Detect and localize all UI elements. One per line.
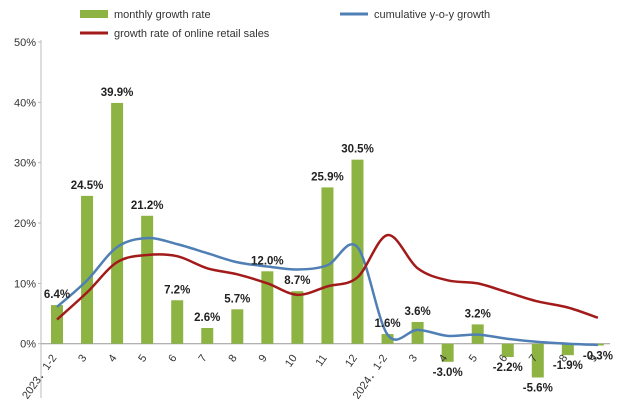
y-tick-label: 10%: [14, 278, 36, 290]
x-tick-label: 6: [166, 353, 179, 365]
bar: [231, 309, 244, 344]
data-label: 30.5%: [341, 144, 374, 156]
data-label: -0.3%: [583, 351, 613, 363]
bar: [381, 334, 394, 344]
bar: [531, 343, 544, 378]
data-label: -3.0%: [433, 367, 463, 379]
y-tick-label: 0%: [20, 339, 36, 351]
data-label: -1.9%: [553, 360, 583, 372]
bar: [561, 343, 574, 356]
x-tick-label: 5: [467, 353, 480, 365]
bar: [201, 328, 214, 344]
data-label: 21.2%: [131, 200, 164, 212]
x-tick-label: 9: [587, 353, 600, 365]
x-tick-label: 2023．1-2: [20, 353, 59, 402]
x-tick-label: 7: [196, 353, 209, 365]
data-label: -5.6%: [523, 382, 553, 394]
bar: [411, 321, 424, 344]
x-tick-label: 4: [106, 353, 119, 365]
y-tick-label: 20%: [14, 218, 36, 230]
bar: [261, 271, 274, 344]
y-tick-label: 50%: [14, 37, 36, 49]
x-tick-label: 4: [437, 353, 450, 365]
data-label: 39.9%: [101, 87, 134, 99]
data-label: 6.4%: [44, 289, 70, 301]
x-tick-label: 3: [407, 353, 420, 365]
bar: [51, 305, 63, 344]
legend-label: growth rate of online retail sales: [114, 28, 270, 40]
data-label: 2.6%: [194, 312, 220, 324]
data-label: 8.7%: [284, 275, 310, 287]
x-tick-label: 8: [557, 353, 570, 365]
bar: [111, 102, 124, 344]
data-label: 12.0%: [251, 255, 284, 267]
line: [56, 236, 598, 347]
data-label: 7.2%: [164, 284, 190, 296]
x-tick-label: 10: [283, 353, 300, 370]
data-label: -2.2%: [493, 362, 523, 374]
data-label: 25.9%: [311, 171, 344, 183]
x-tick-label: 12: [343, 353, 360, 370]
data-label: 1.6%: [374, 318, 400, 330]
x-tick-label: 6: [497, 353, 510, 365]
bar: [171, 300, 184, 344]
y-tick-label: 30%: [14, 158, 36, 170]
x-tick-label: 7: [527, 353, 540, 365]
bar: [501, 343, 514, 357]
bar: [291, 291, 304, 344]
x-tick-label: 11: [314, 353, 330, 369]
x-tick-label: 8: [226, 353, 239, 365]
x-tick-label: 3: [76, 353, 89, 365]
line: [56, 233, 599, 321]
bar: [81, 195, 94, 344]
legend-label: cumulative y-o-y growth: [374, 9, 490, 21]
data-label: 3.2%: [465, 308, 491, 320]
bar: [441, 343, 454, 362]
legend-swatch: [80, 10, 108, 18]
x-tick-label: 9: [256, 353, 269, 365]
y-tick-label: 40%: [14, 97, 36, 109]
data-label: 5.7%: [224, 293, 250, 305]
data-label: 24.5%: [71, 180, 104, 192]
x-tick-label: 5: [136, 353, 149, 365]
bar: [141, 215, 154, 344]
legend-label: monthly growth rate: [114, 9, 211, 21]
data-label: 3.6%: [404, 306, 430, 318]
bar: [351, 159, 364, 344]
